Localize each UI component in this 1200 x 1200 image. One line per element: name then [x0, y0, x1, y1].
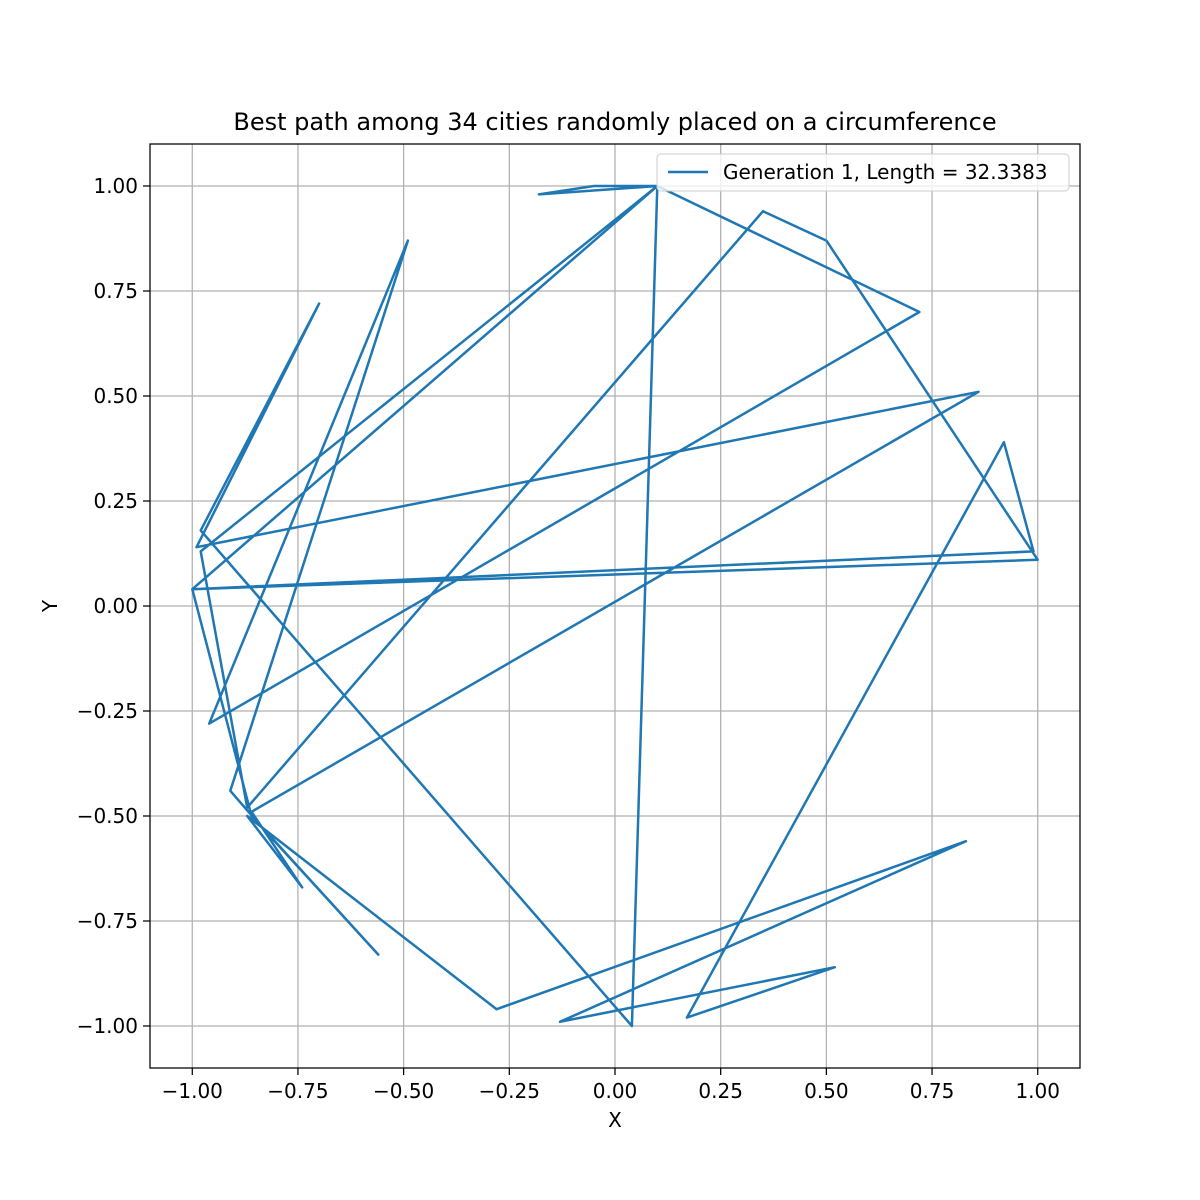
x-tick-label: −0.75: [267, 1079, 328, 1103]
x-tick-label: 1.00: [1015, 1079, 1060, 1103]
y-tick-label: −0.75: [77, 909, 138, 933]
x-tick-label: 0.25: [698, 1079, 743, 1103]
y-tick-label: 0.75: [93, 279, 138, 303]
grid-lines: [150, 144, 1080, 1068]
y-tick-label: 0.00: [93, 594, 138, 618]
y-tick-label: −0.25: [77, 699, 138, 723]
y-tick-label: 0.25: [93, 489, 138, 513]
x-tick-label: −0.25: [479, 1079, 540, 1103]
y-tick-label: −0.50: [77, 804, 138, 828]
y-tick-label: 1.00: [93, 174, 138, 198]
x-tick-label: 0.50: [804, 1079, 849, 1103]
legend-entry-label: Generation 1, Length = 32.3383: [723, 160, 1048, 184]
axis-ticks: −1.00 −0.75 −0.50 −0.25 0.00 0.25 0.50 0.75 1.00…: [77, 174, 1060, 1103]
x-tick-label: 0.00: [593, 1079, 638, 1103]
x-axis-label: X: [608, 1108, 622, 1132]
legend-box: [656, 153, 1070, 192]
path-line-series: [191, 184, 1039, 1028]
y-tick-label: 0.50: [93, 384, 138, 408]
series-layer: [191, 184, 1039, 1028]
y-tick-label: −1.00: [77, 1014, 138, 1038]
x-tick-label: 0.75: [910, 1079, 955, 1103]
x-tick-label: −0.50: [373, 1079, 434, 1103]
x-tick-label: −1.00: [162, 1079, 223, 1103]
y-axis-label: Y: [38, 599, 62, 613]
legend: Generation 1, Length = 32.3383: [656, 153, 1070, 192]
chart-title: Best path among 34 cities randomly place…: [233, 108, 996, 136]
